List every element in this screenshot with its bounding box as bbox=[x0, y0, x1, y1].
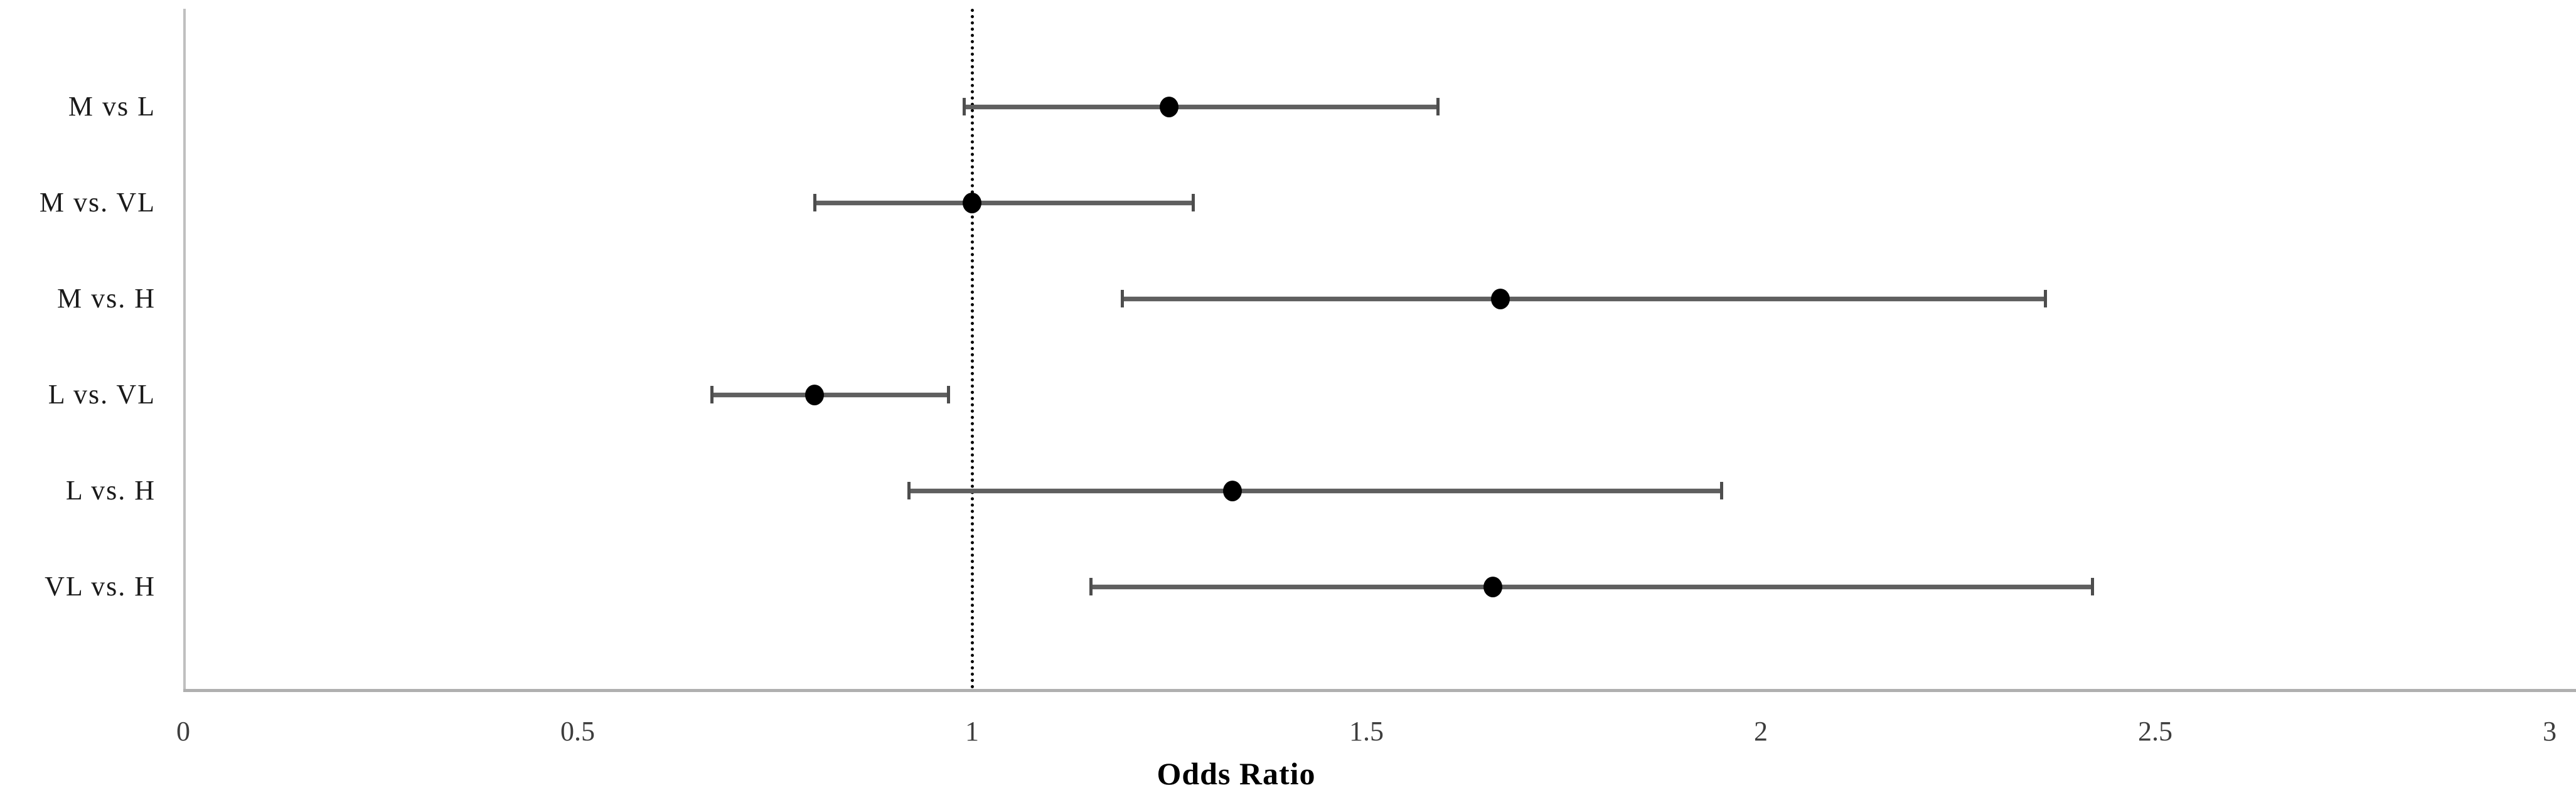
category-label: M vs. H bbox=[56, 283, 156, 314]
x-axis-title: Odds Ratio bbox=[1157, 756, 1316, 791]
ci-cap-right bbox=[1436, 98, 1440, 115]
ci-cap-right bbox=[2090, 578, 2094, 595]
x-tick-label: 0.5 bbox=[560, 716, 595, 747]
category-label: M vs L bbox=[68, 91, 156, 122]
plot-area bbox=[183, 9, 2562, 689]
ci-cap-left bbox=[907, 482, 911, 499]
ci-cap-left bbox=[1120, 290, 1124, 307]
category-label: L vs. VL bbox=[48, 379, 156, 410]
error-bar bbox=[964, 105, 1438, 109]
error-bar bbox=[814, 201, 1193, 205]
ci-cap-left bbox=[1089, 578, 1093, 595]
ci-cap-left bbox=[710, 386, 714, 403]
ci-cap-right bbox=[2043, 290, 2047, 307]
error-bar bbox=[712, 393, 949, 397]
x-tick-label: 3 bbox=[2543, 716, 2557, 747]
error-bar bbox=[1121, 297, 2045, 301]
x-tick-label: 1.5 bbox=[1349, 716, 1384, 747]
x-tick-label: 2 bbox=[1754, 716, 1768, 747]
ci-cap-left bbox=[963, 98, 966, 115]
reference-line-or-1 bbox=[971, 9, 974, 689]
or-marker bbox=[963, 193, 981, 213]
or-marker bbox=[1483, 577, 1502, 597]
ci-cap-right bbox=[1720, 482, 1724, 499]
category-axis: M vs L M vs. VL M vs. H L vs. VL L vs. H VL v… bbox=[0, 0, 156, 805]
category-label: L vs. H bbox=[65, 475, 156, 506]
category-label: VL vs. H bbox=[45, 571, 156, 602]
x-axis-line bbox=[183, 689, 2576, 692]
error-bar bbox=[909, 489, 1722, 493]
or-marker bbox=[1491, 289, 1510, 309]
ci-cap-right bbox=[1191, 194, 1195, 211]
or-marker bbox=[1160, 97, 1179, 117]
y-axis-line bbox=[183, 9, 186, 691]
category-label: M vs. VL bbox=[39, 187, 156, 218]
or-marker bbox=[804, 385, 824, 405]
ci-cap-left bbox=[813, 194, 816, 211]
x-tick-label: 0 bbox=[176, 716, 190, 747]
x-tick-label: 2.5 bbox=[2138, 716, 2172, 747]
ci-cap-right bbox=[947, 386, 951, 403]
or-marker bbox=[1222, 481, 1242, 501]
error-bar bbox=[1090, 585, 2092, 589]
x-tick-label: 1 bbox=[965, 716, 979, 747]
